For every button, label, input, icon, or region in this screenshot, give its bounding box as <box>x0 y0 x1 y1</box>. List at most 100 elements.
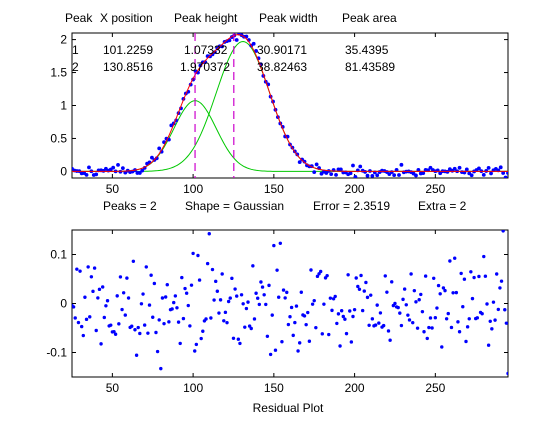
residual-point <box>414 300 418 304</box>
data-point <box>506 171 508 175</box>
residual-point <box>256 296 260 300</box>
residual-point <box>264 302 268 307</box>
residual-plot-axes <box>71 229 509 378</box>
residual-point <box>268 352 273 357</box>
residual-point <box>401 297 405 302</box>
residual-point <box>243 325 247 329</box>
residual-point <box>396 305 400 310</box>
residual-point <box>131 259 136 263</box>
data-point <box>348 171 353 176</box>
residual-point <box>412 288 417 293</box>
residual-point <box>236 337 241 341</box>
residual-point <box>126 296 131 300</box>
residual-point <box>99 342 103 346</box>
residual-point <box>226 299 231 304</box>
residual-point <box>165 283 169 287</box>
residual-point <box>377 321 381 325</box>
residual-point <box>172 300 176 305</box>
residual-point <box>464 339 468 344</box>
residual-point <box>504 321 508 325</box>
residual-point <box>335 321 339 326</box>
residual-point <box>112 329 116 334</box>
residual-point <box>175 306 179 310</box>
residual-point <box>422 330 426 334</box>
residual-point <box>339 309 344 313</box>
fit-plot-x-tick-label: 250 <box>425 182 445 196</box>
status-error: Error = 2.3519 <box>313 199 390 213</box>
residual-point <box>84 317 89 322</box>
residual-point <box>104 304 108 308</box>
residual-point <box>167 320 171 324</box>
data-point <box>375 173 380 178</box>
residual-point <box>386 329 391 333</box>
residual-point <box>485 302 489 306</box>
residual-point <box>244 306 249 311</box>
residual-point <box>281 288 286 292</box>
residual-point <box>125 276 129 280</box>
residual-point <box>220 272 224 276</box>
residual-point <box>419 292 423 297</box>
table-row-2-x-position: 130.8516 <box>103 60 153 74</box>
residual-point <box>436 283 441 288</box>
table-header-x-position: X position <box>100 11 153 25</box>
residual-point <box>91 289 95 294</box>
residual-point <box>309 268 313 272</box>
residual-point <box>407 318 412 322</box>
residual-point <box>277 295 281 299</box>
residual-point <box>72 305 76 309</box>
residual-point <box>96 296 100 300</box>
residual-point <box>222 319 226 323</box>
residual-point <box>152 281 157 286</box>
residual-point <box>343 317 347 321</box>
residual-point <box>477 274 481 279</box>
residual-point <box>430 326 434 330</box>
residual-point <box>451 291 455 295</box>
residual-point <box>348 309 352 313</box>
residual-point <box>398 311 402 315</box>
residual-point <box>336 312 341 316</box>
data-point <box>150 155 154 160</box>
residual-point <box>278 241 283 245</box>
residual-point <box>251 264 255 268</box>
residual-point <box>163 295 168 299</box>
residual-point <box>307 339 312 343</box>
residual-point <box>428 316 433 320</box>
residual-point <box>123 313 127 317</box>
residual-point <box>205 261 210 266</box>
residual-point <box>506 371 508 376</box>
residual-point <box>238 341 242 346</box>
residual-point <box>139 302 144 306</box>
residual-point <box>399 323 404 328</box>
status-shape: Shape = Gaussian <box>185 199 284 213</box>
residual-point <box>383 274 387 278</box>
table-header-peak-width: Peak width <box>259 11 318 25</box>
residual-point <box>369 293 373 297</box>
residual-point <box>480 311 484 316</box>
data-point <box>312 170 317 175</box>
residual-plot-x-tick-label: 150 <box>264 381 284 395</box>
residual-point <box>304 322 308 327</box>
fit-plot-x-tick-label: 150 <box>264 182 284 196</box>
residual-point <box>318 269 323 274</box>
data-point <box>489 171 493 176</box>
residual-point <box>249 326 253 331</box>
residual-point <box>275 268 279 272</box>
table-row-1-x-position: 101.2259 <box>103 43 153 57</box>
residual-point <box>443 288 447 293</box>
residual-point <box>239 293 244 297</box>
residual-point <box>199 336 203 341</box>
residual-point <box>75 267 79 271</box>
residual-point <box>349 340 354 344</box>
residual-point <box>293 320 297 325</box>
residual-point <box>432 276 436 280</box>
residual-point <box>483 274 488 278</box>
residual-point <box>100 285 105 289</box>
data-point <box>399 162 404 167</box>
residual-point <box>173 294 178 298</box>
data-point <box>428 165 433 170</box>
residual-point <box>210 267 215 272</box>
residual-point <box>388 338 392 342</box>
table-row-2-peak-height: 1.970372 <box>180 60 230 74</box>
residual-point <box>81 333 86 338</box>
residual-point <box>327 332 331 337</box>
